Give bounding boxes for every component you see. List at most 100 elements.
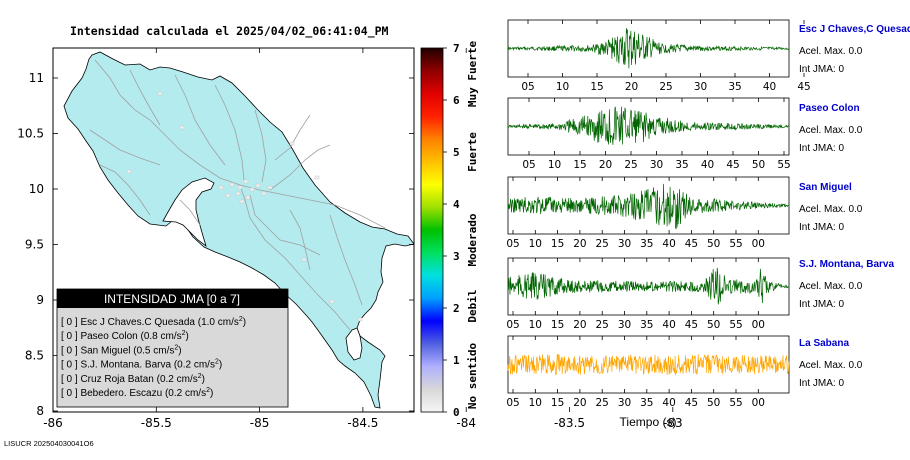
- legend-item: [ 0 ] Bebedero. Escazu (0.2 cm/s2): [61, 387, 213, 399]
- colorbar-level-label: Muy Fuerte: [466, 41, 479, 108]
- station-name: La Sabana: [799, 338, 850, 349]
- colorbar-tick-label: 3: [453, 250, 460, 263]
- trace-tick-label: 00: [752, 238, 765, 250]
- map-x-axis: -86 -85.5 -85 -84.5 -84 -83.5 -83: [43, 48, 683, 430]
- colorbar-level-label: Moderado: [466, 213, 479, 266]
- trace-tick-label: 45: [685, 319, 698, 331]
- station-accel: Acel. Max. 0.0: [799, 125, 863, 136]
- map-y-tick-label: 10.5: [17, 127, 44, 141]
- legend-item-sup: 2: [215, 359, 219, 366]
- trace-tick-label: 15: [551, 319, 564, 331]
- trace-tick-label: 05: [506, 238, 519, 250]
- trace-tick-label: 50: [707, 319, 720, 331]
- map-y-tick-label: 10: [29, 182, 44, 196]
- legend-item: [ 0 ] San Miguel (0.5 cm/s2): [61, 344, 182, 356]
- legend-item-value: (0.8 cm/s: [141, 331, 182, 342]
- trace-tick-label: 40: [662, 319, 675, 331]
- station-name: San Miguel: [799, 182, 852, 193]
- colorbar-level-label: No sentido: [466, 343, 479, 410]
- legend-item-code: [ 0 ]: [61, 374, 80, 385]
- trace-tick-label: 40: [763, 81, 776, 93]
- trace-tick-label: 20: [573, 238, 586, 250]
- station-intensity: Int JMA: 0: [799, 64, 845, 75]
- trace-panel: 05 10 15 20 25 30 35 40 45 50 55 00: [506, 335, 790, 409]
- trace-panel: 05 10 15 20 25 30 35 40 45: [507, 19, 811, 93]
- trace-tick-label: 40: [662, 397, 675, 409]
- map-x-tick-label: -84.5: [347, 416, 378, 430]
- legend-item-close: ): [186, 331, 189, 342]
- station-accel: Acel. Max. 0.0: [799, 360, 863, 371]
- legend-item-code: [ 0 ]: [61, 317, 80, 328]
- trace-tick-label: 25: [596, 238, 609, 250]
- road-network: [89, 59, 386, 331]
- map-y-tick-label: 8: [36, 404, 44, 418]
- trace-tick-label: 10: [529, 238, 542, 250]
- trace-tick-label: 35: [675, 159, 688, 171]
- legend-item: [ 0 ] S.J. Montana. Barva (0.2 cm/s2): [61, 359, 222, 371]
- trace-tick-label: 55: [729, 397, 742, 409]
- legend-item-code: [ 0 ]: [61, 345, 80, 356]
- legend-item-code: [ 0 ]: [61, 331, 80, 342]
- legend-item-close: ): [243, 317, 246, 328]
- trace-tick-label: 05: [522, 159, 535, 171]
- map-title: Intensidad calculada el 2025/04/02_06:41…: [70, 24, 389, 39]
- legend-item-value: (0.2 cm/s: [157, 374, 198, 385]
- legend-item-code: [ 0 ]: [61, 360, 80, 371]
- legend-item-value: (0.2 cm/s: [174, 360, 215, 371]
- station-intensity: Int JMA: 0: [799, 378, 845, 389]
- trace-panel: 05 10 15 20 25 30 35 40 45 50 55 00: [506, 176, 790, 250]
- station-intensity: Int JMA: 0: [799, 143, 845, 154]
- intensity-legend: INTENSIDAD JMA [0 a 7] [ 0 ] Esc J Chave…: [56, 288, 289, 408]
- nicoya-gulf: [162, 177, 215, 248]
- trace-tick-label: 35: [728, 81, 741, 93]
- trace-panel: 05 10 15 20 25 30 35 40 45 50 55: [507, 97, 791, 171]
- costa-rica-landmass: [63, 51, 414, 409]
- station-intensity: Int JMA: 0: [799, 299, 845, 310]
- station-accel: Acel. Max. 0.0: [799, 204, 863, 215]
- trace-tick-label: 45: [685, 238, 698, 250]
- trace-tick-label: 35: [640, 397, 653, 409]
- trace-tick-label: 15: [573, 159, 586, 171]
- legend-item-close: ): [210, 388, 213, 399]
- colorbar-level-label: Debil: [466, 289, 479, 322]
- trace-tick-label: 15: [551, 397, 564, 409]
- map-y-tick-label: 9.5: [25, 238, 44, 252]
- trace-tick-label: 55: [729, 319, 742, 331]
- trace-tick-label: 45: [685, 397, 698, 409]
- golfo-dulce: [345, 327, 363, 361]
- trace-tick-label: 50: [707, 238, 720, 250]
- trace-tick-label: 05: [521, 81, 534, 93]
- trace-tick-label: 20: [573, 397, 586, 409]
- station-name: Paseo Colon: [799, 103, 860, 114]
- waveform-panels: 05 10 15 20 25 30 35 40 45 05 10 15 20 25 30 35 40 45 50 55…: [506, 19, 811, 409]
- trace-tick-label: 20: [573, 319, 586, 331]
- waveform-trace: [507, 353, 790, 376]
- map-y-tick-label: 8.5: [25, 349, 44, 363]
- trace-tick-label: 50: [707, 397, 720, 409]
- colorbar-tick-label: 1: [453, 354, 460, 367]
- trace-tick-label: 10: [548, 159, 561, 171]
- legend-item-close: ): [178, 345, 181, 356]
- map-y-tick-label: 11: [29, 71, 44, 85]
- legend-item-name: San Miguel: [80, 345, 133, 356]
- trace-tick-label: 45: [726, 159, 739, 171]
- station-accel: Acel. Max. 0.0: [799, 46, 863, 57]
- legend-item-name: Cruz Roja Batan: [80, 374, 156, 385]
- trace-tick-label: 25: [596, 319, 609, 331]
- trace-tick-label: 00: [752, 397, 765, 409]
- colorbar-tick-label: 5: [453, 146, 460, 159]
- map-x-tick-label: -83: [663, 416, 683, 430]
- legend-item-code: [ 0 ]: [61, 388, 80, 399]
- legend-item-name: S.J. Montana. Barva: [80, 360, 173, 371]
- legend-item-value: (0.5 cm/s: [133, 345, 174, 356]
- legend-header: INTENSIDAD JMA [0 a 7]: [104, 292, 240, 306]
- trace-panel: 05 10 15 20 25 30 35 40 45 50 55 00: [506, 257, 790, 331]
- legend-item: [ 0 ] Paseo Colon (0.8 cm/s2): [61, 330, 189, 342]
- trace-tick-label: 30: [618, 319, 631, 331]
- trace-tick-label: 50: [752, 159, 765, 171]
- legend-item-name: Esc J Chaves.C Quesada: [80, 317, 197, 328]
- trace-tick-label: 10: [529, 397, 542, 409]
- legend-item-value: (0.2 cm/s: [165, 388, 206, 399]
- map-x-tick-label: -85: [250, 416, 270, 430]
